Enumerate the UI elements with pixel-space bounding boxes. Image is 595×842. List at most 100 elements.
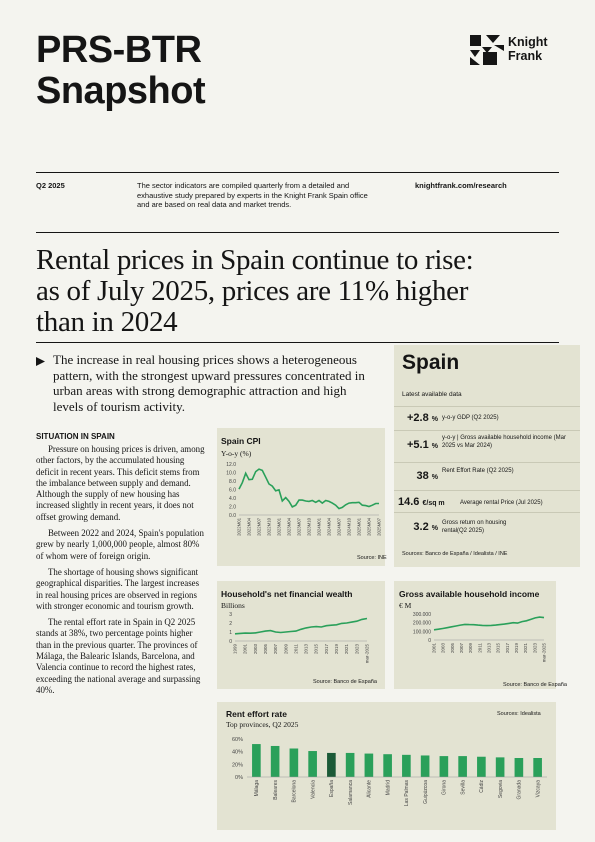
x-tick-label: Girona: [442, 780, 448, 795]
x-tick-label: 2009: [283, 644, 288, 655]
x-tick-label: España: [329, 780, 335, 797]
website-link[interactable]: knightfrank.com/research: [415, 181, 507, 190]
x-tick-label: 2015: [496, 643, 501, 654]
page-title: PRS-BTR Snapshot: [36, 30, 206, 112]
cpi-panel: [217, 428, 385, 566]
x-tick-label: Vizcaya: [535, 780, 541, 798]
kpi-description: y-o-y | Gross available household income…: [442, 435, 566, 449]
x-tick-label: Guipúzcoa: [423, 780, 429, 804]
logo-line-2: Frank: [508, 49, 543, 63]
kpi-unit: %: [431, 525, 438, 532]
x-tick-label: 2023M01: [277, 517, 282, 536]
x-tick-label: 2001: [432, 643, 437, 654]
kpi-unit: %: [431, 474, 438, 481]
series-line: [238, 468, 379, 510]
bar: [402, 754, 411, 777]
kpi-row: +2.8 % y-o-y GDP (Q2 2025): [394, 406, 580, 430]
kpi-value: 3.2 %: [398, 521, 438, 533]
x-tick-label: 2017: [505, 643, 510, 654]
y-tick-label: 6.0: [229, 488, 236, 494]
wealth-panel: [217, 581, 385, 689]
headline: Rental prices in Spain continue to rise:…: [36, 245, 576, 338]
description-line: and are based on real data and market tr…: [137, 200, 292, 209]
kpi-number: +2.8: [406, 412, 429, 424]
description-line: exhaustive study prepared by experts in …: [137, 190, 368, 200]
quarter-label: Q2 2025: [36, 181, 65, 190]
bar: [289, 748, 299, 777]
x-tick-label: 2023M10: [307, 517, 312, 536]
bar: [364, 753, 374, 777]
kpi-value: 38 %: [398, 470, 438, 482]
x-tick-label: mar-2025: [542, 643, 547, 663]
bar: [477, 756, 486, 777]
x-tick-label: Cádiz: [479, 780, 485, 793]
title-line-2: Snapshot: [36, 70, 206, 112]
y-tick-label: 1: [229, 630, 232, 636]
headline-line: as of July 2025, prices are 11% higher: [36, 275, 469, 307]
x-tick-label: 2025M07: [377, 517, 382, 536]
x-tick-label: 2015: [314, 644, 319, 655]
kpi-row: 38 % Rent Effort Rate (Q2 2025): [394, 462, 580, 490]
x-tick-label: 2021: [523, 643, 528, 654]
bar: [420, 755, 430, 777]
x-tick-label: 2011: [477, 643, 482, 653]
logo-line-1: Knight: [508, 35, 548, 49]
bullet-icon: [36, 357, 45, 366]
y-tick-label: 0.0: [229, 513, 236, 519]
x-tick-label: 2025M01: [357, 517, 362, 536]
kpi-value: +5.1 %: [398, 439, 438, 451]
intro-divider: [36, 342, 559, 343]
bar: [327, 752, 336, 777]
kpi-unit: €/sq m: [422, 500, 445, 507]
x-tick-label: 2023: [532, 643, 537, 654]
logo-text: Knight Frank: [508, 35, 548, 63]
bar: [383, 754, 392, 777]
x-tick-label: 2023M04: [287, 517, 292, 536]
cpi-chart-source: Source: INE: [357, 555, 387, 561]
kpi-row: 3.2 % Gross return on housing rental(Q2 …: [394, 512, 580, 542]
x-tick-label: 2023: [354, 644, 359, 655]
y-tick-label: 8.0: [229, 479, 236, 485]
x-tick-label: 2017: [324, 644, 329, 655]
x-tick-label: 2022M04: [247, 517, 252, 536]
x-tick-label: 2001: [243, 644, 248, 655]
y-tick-label: 0: [428, 638, 431, 644]
kpi-number: 3.2: [413, 521, 429, 533]
y-tick-label: 100.000: [413, 629, 431, 635]
body-paragraph: The shortage of housing shows significan…: [36, 566, 200, 611]
spain-panel-title: Spain: [402, 351, 460, 374]
y-tick-label: 4.0: [229, 496, 236, 502]
kpi-number: 14.6: [398, 496, 420, 508]
headline-divider: [36, 232, 559, 233]
description-line: The sector indicators are compiled quart…: [137, 181, 350, 190]
x-tick-label: 1999: [233, 644, 238, 655]
headline-line: than in 2024: [36, 306, 178, 338]
x-tick-label: Alicante: [367, 780, 373, 798]
kpi-description: y-o-y GDP (Q2 2025): [442, 415, 499, 421]
kpi-row: 14.6 €/sq m Average rental Price (Jul 20…: [394, 490, 580, 512]
y-tick-label: 200.000: [413, 621, 431, 627]
effort-chart-title: Rent effort rate: [226, 709, 287, 719]
x-tick-label: 2013: [304, 644, 309, 655]
spain-panel-subtitle: Latest available data: [402, 391, 462, 398]
x-tick-label: 2007: [273, 644, 278, 655]
bar: [439, 756, 449, 777]
bar: [458, 756, 467, 777]
x-tick-label: 2019: [514, 643, 519, 654]
kpi-description: Rent Effort Rate (Q2 2025): [442, 468, 514, 474]
x-tick-label: 2005: [263, 644, 268, 655]
x-tick-label: Granada: [517, 780, 523, 800]
income-chart-ylabel: € M: [399, 601, 412, 610]
x-tick-label: 2022M01: [237, 517, 242, 536]
y-tick-label: 0%: [235, 775, 243, 781]
knight-frank-logo-icon: [470, 35, 504, 65]
x-tick-label: 2022M10: [267, 517, 272, 536]
x-tick-label: Baleares: [273, 780, 279, 800]
x-tick-label: Segovia: [498, 780, 504, 798]
situation-body: Pressure on housing prices is driven, am…: [36, 444, 206, 701]
intro-text: The increase in real housing prices show…: [53, 352, 365, 414]
kpi-description: Gross return on housing rental(Q2 2025): [442, 520, 507, 534]
x-tick-label: Sevilla: [460, 780, 466, 795]
